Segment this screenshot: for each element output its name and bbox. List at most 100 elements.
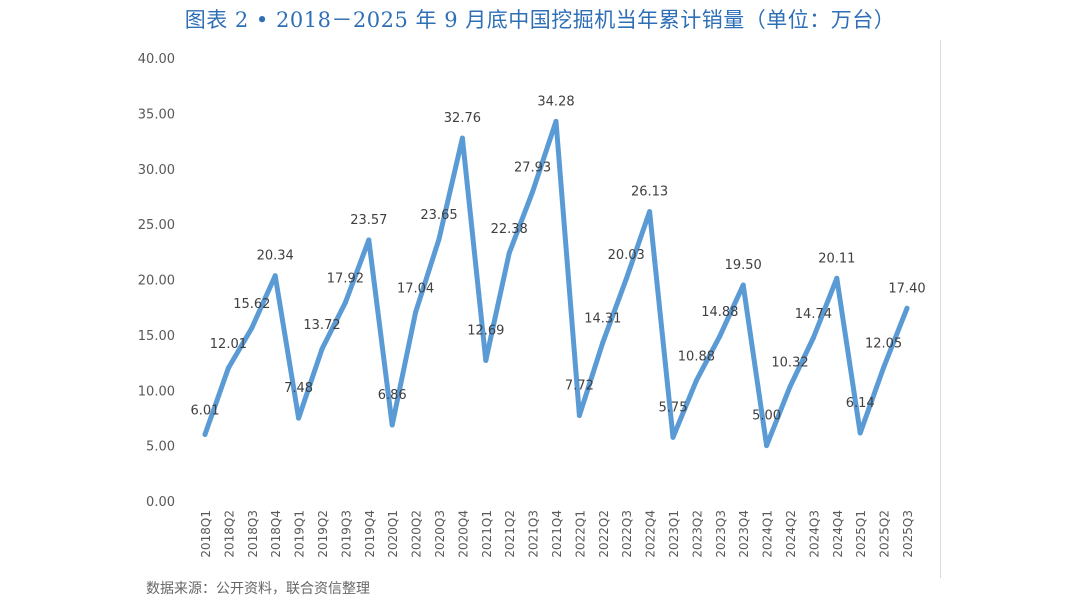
y-tick-label: 15.00 — [138, 329, 175, 344]
data-labels: 6.01 12.01 15.62 20.34 7.48 13.72 17.92 23.57 6.… — [191, 94, 926, 423]
data-point — [857, 430, 863, 436]
data-label: 14.31 — [584, 312, 621, 327]
x-tick-label: 2021Q4 — [550, 510, 564, 558]
data-label: 14.88 — [701, 305, 738, 320]
data-label: 10.32 — [771, 356, 808, 371]
data-label: 19.50 — [725, 258, 762, 273]
data-point — [576, 413, 582, 419]
data-point — [553, 118, 559, 124]
data-point — [413, 309, 419, 315]
data-label: 14.74 — [795, 307, 832, 322]
x-tick-label: 2024Q2 — [784, 510, 798, 558]
x-tick-label: 2019Q2 — [316, 510, 330, 558]
data-point — [530, 189, 536, 195]
y-tick-label: 35.00 — [138, 107, 175, 122]
data-label: 20.34 — [257, 249, 294, 264]
data-point — [740, 282, 746, 288]
x-tick-label: 2022Q3 — [620, 510, 634, 558]
data-label: 23.57 — [350, 213, 387, 228]
x-axis: 2018Q1 2018Q2 2018Q3 2018Q4 2019Q1 2019Q2 2019… — [199, 510, 915, 558]
data-point — [506, 250, 512, 256]
x-tick-label: 2024Q1 — [761, 510, 775, 558]
data-point — [319, 346, 325, 352]
data-label: 34.28 — [537, 94, 574, 109]
data-label: 27.93 — [514, 161, 551, 176]
x-tick-label: 2020Q1 — [386, 510, 400, 558]
chart-frame-right-edge — [940, 40, 941, 578]
data-point — [904, 305, 910, 311]
x-tick-label: 2025Q3 — [901, 510, 915, 558]
y-tick-label: 30.00 — [138, 163, 175, 178]
data-point — [693, 378, 699, 384]
data-label: 15.62 — [233, 297, 270, 312]
data-label: 7.72 — [565, 379, 594, 394]
x-tick-label: 2023Q2 — [690, 510, 704, 558]
data-label: 32.76 — [444, 111, 481, 126]
x-tick-label: 2021Q3 — [527, 510, 541, 558]
x-tick-label: 2018Q2 — [222, 510, 236, 558]
x-tick-label: 2020Q4 — [456, 510, 470, 558]
data-label: 6.01 — [191, 403, 220, 418]
x-tick-label: 2019Q4 — [363, 510, 377, 558]
x-tick-label: 2025Q2 — [878, 510, 892, 558]
y-tick-label: 20.00 — [138, 274, 175, 289]
series-line — [202, 118, 910, 449]
data-point — [249, 325, 255, 331]
x-tick-label: 2025Q1 — [854, 510, 868, 558]
data-point — [600, 340, 606, 346]
y-tick-label: 10.00 — [138, 384, 175, 399]
x-tick-label: 2022Q2 — [597, 510, 611, 558]
x-tick-label: 2019Q1 — [293, 510, 307, 558]
data-label: 12.01 — [210, 337, 247, 352]
data-point — [225, 365, 231, 371]
data-point — [436, 236, 442, 242]
x-tick-label: 2020Q2 — [410, 510, 424, 558]
data-point — [834, 275, 840, 281]
data-label: 6.14 — [846, 396, 875, 411]
x-tick-label: 2022Q4 — [644, 510, 658, 558]
data-label: 20.11 — [818, 251, 855, 266]
data-point — [366, 237, 372, 243]
data-point — [881, 365, 887, 371]
x-tick-label: 2023Q4 — [737, 510, 751, 558]
x-tick-label: 2023Q3 — [714, 510, 728, 558]
y-tick-label: 0.00 — [146, 495, 175, 510]
x-tick-label: 2018Q3 — [246, 510, 260, 558]
data-point — [483, 357, 489, 363]
data-label: 17.04 — [397, 281, 434, 296]
data-point — [202, 431, 208, 437]
data-label: 6.86 — [378, 388, 407, 403]
y-tick-label: 40.00 — [138, 52, 175, 67]
data-point — [810, 335, 816, 341]
y-tick-label: 5.00 — [146, 440, 175, 455]
x-tick-label: 2020Q3 — [433, 510, 447, 558]
data-label: 26.13 — [631, 185, 668, 200]
data-point — [623, 276, 629, 282]
data-point — [342, 300, 348, 306]
data-label: 12.69 — [467, 323, 504, 338]
data-point — [647, 209, 653, 215]
data-label: 22.38 — [491, 222, 528, 237]
data-label: 17.92 — [327, 272, 364, 287]
data-source-note: 数据来源：公开资料，联合资信整理 — [146, 581, 370, 597]
y-axis: 0.00 5.00 10.00 15.00 20.00 25.00 30.00 35.00 40… — [138, 52, 175, 510]
data-label: 10.88 — [678, 350, 715, 365]
data-point — [272, 273, 278, 279]
x-tick-label: 2022Q1 — [573, 510, 587, 558]
data-point — [296, 415, 302, 421]
data-label: 23.65 — [420, 208, 457, 223]
data-label: 12.05 — [865, 337, 902, 352]
x-tick-label: 2024Q3 — [807, 510, 821, 558]
data-label: 17.40 — [888, 281, 925, 296]
data-point — [787, 384, 793, 390]
x-tick-label: 2021Q1 — [480, 510, 494, 558]
data-label: 13.72 — [303, 318, 340, 333]
data-point — [389, 422, 395, 428]
data-point — [717, 333, 723, 339]
x-tick-label: 2018Q1 — [199, 510, 213, 558]
data-point — [670, 434, 676, 440]
x-tick-label: 2018Q4 — [269, 510, 283, 558]
x-tick-label: 2024Q4 — [831, 510, 845, 558]
x-tick-label: 2019Q3 — [339, 510, 353, 558]
